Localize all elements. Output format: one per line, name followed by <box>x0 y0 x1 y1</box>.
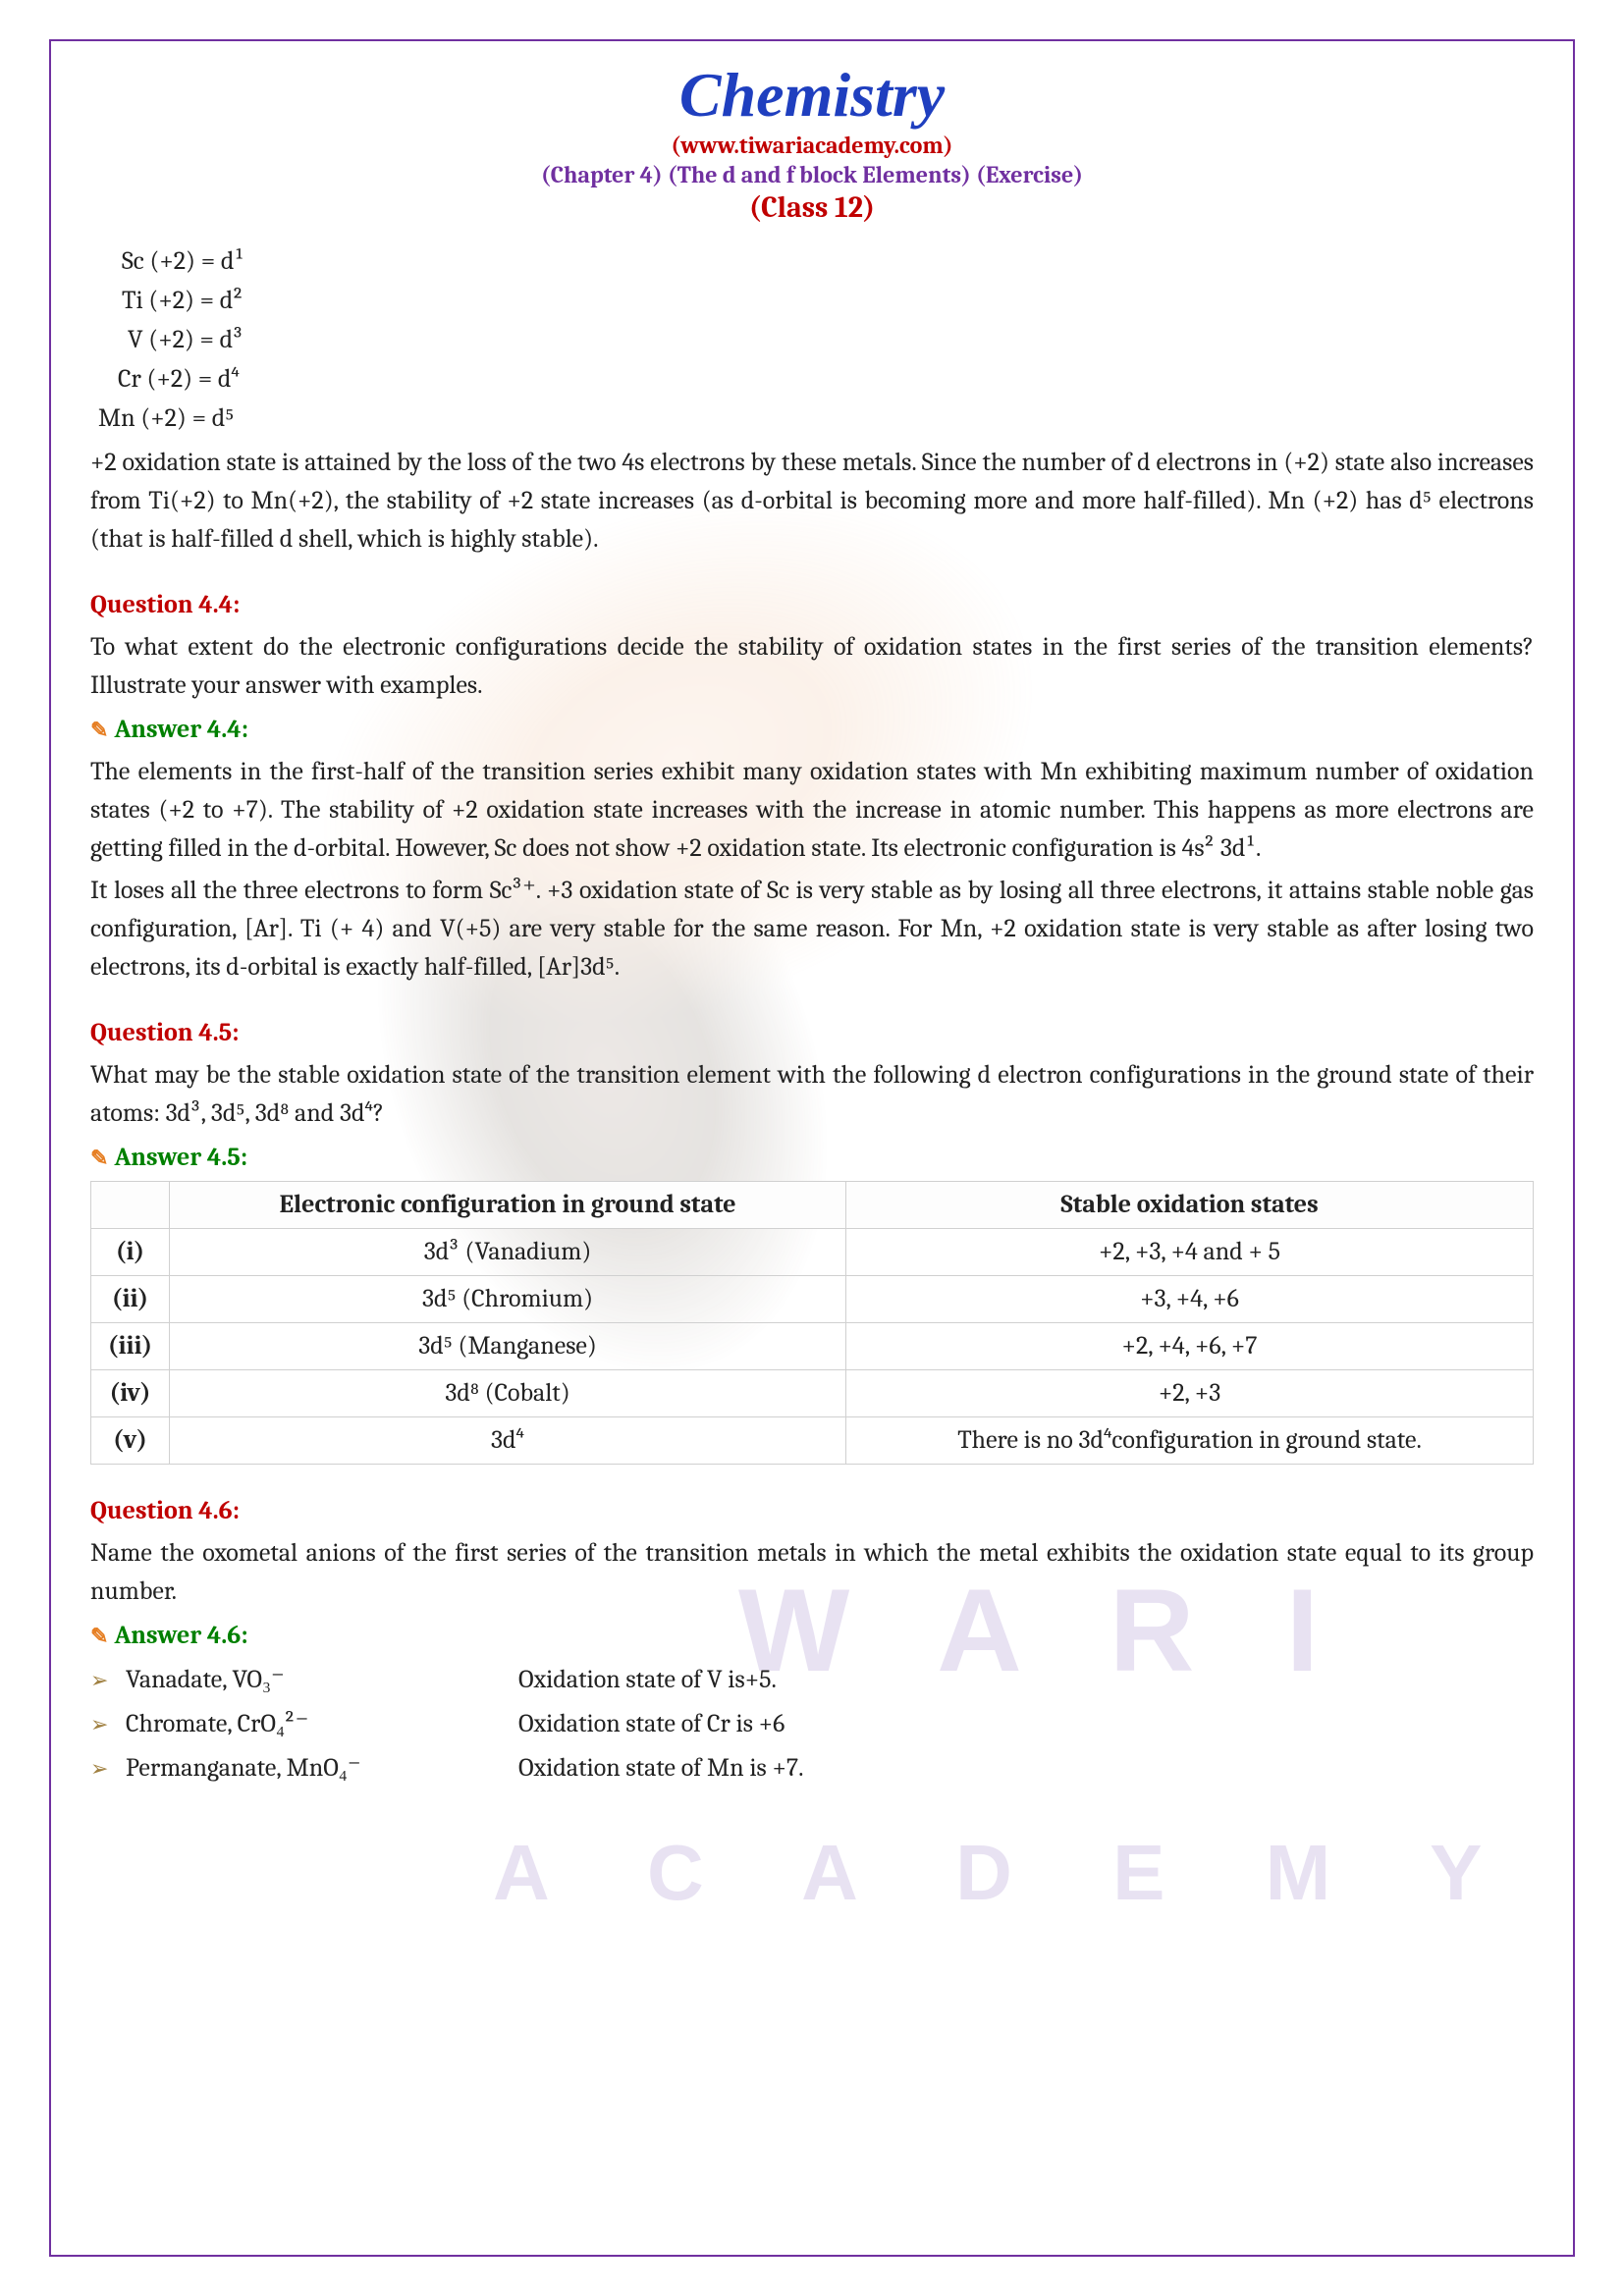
row-number: (iv) <box>91 1370 170 1417</box>
watermark-academy: A C A D E M Y <box>493 1828 1521 1918</box>
answer-4-6-label: Answer 4.6: <box>90 1617 1534 1655</box>
anion-name: Chromate, CrO₄²⁻ <box>126 1705 518 1743</box>
table-row: (iv)3d⁸ (Cobalt)+2, +3 <box>91 1370 1534 1417</box>
bullet-arrow-icon: ➢ <box>90 1665 126 1697</box>
config-row: Cr (+2) = d⁴ <box>118 360 1534 399</box>
table-row: (v)3d⁴There is no 3d⁴configuration in gr… <box>91 1417 1534 1465</box>
row-config: 3d⁵ (Manganese) <box>170 1323 846 1370</box>
row-config: 3d⁸ (Cobalt) <box>170 1370 846 1417</box>
anion-state: Oxidation state of Cr is +6 <box>518 1705 1534 1743</box>
row-states: There is no 3d⁴configuration in ground s… <box>846 1417 1534 1465</box>
question-4-5-text: What may be the stable oxidation state o… <box>90 1056 1534 1133</box>
row-states: +2, +3 <box>846 1370 1534 1417</box>
answer-4-4-label: Answer 4.4: <box>90 711 1534 749</box>
anion-state: Oxidation state of Mn is +7. <box>518 1749 1534 1788</box>
table-header-states: Stable oxidation states <box>846 1182 1534 1229</box>
website-url: (www.tiwariacademy.com) <box>90 132 1534 159</box>
anion-name: Vanadate, VO₃⁻ <box>126 1661 518 1699</box>
answer-4-4-p1: The elements in the first-half of the tr… <box>90 753 1534 868</box>
anion-list: ➢Vanadate, VO₃⁻Oxidation state of V is+5… <box>90 1661 1534 1788</box>
config-row: Sc (+2) = d¹ <box>122 242 1534 281</box>
row-states: +2, +3, +4 and + 5 <box>846 1229 1534 1276</box>
row-states: +3, +4, +6 <box>846 1276 1534 1323</box>
row-number: (ii) <box>91 1276 170 1323</box>
answer-4-4-p2: It loses all the three electrons to form… <box>90 872 1534 987</box>
question-4-6-text: Name the oxometal anions of the first se… <box>90 1534 1534 1611</box>
row-config: 3d⁵ (Chromium) <box>170 1276 846 1323</box>
anion-row: ➢Chromate, CrO₄²⁻Oxidation state of Cr i… <box>90 1705 1534 1743</box>
row-config: 3d⁴ <box>170 1417 846 1465</box>
question-4-4-text: To what extent do the electronic configu… <box>90 628 1534 705</box>
question-4-4-label: Question 4.4: <box>90 586 1534 624</box>
row-number: (i) <box>91 1229 170 1276</box>
anion-name: Permanganate, MnO₄⁻ <box>126 1749 518 1788</box>
table-header-blank <box>91 1182 170 1229</box>
oxidation-state-table: Electronic configuration in ground state… <box>90 1181 1534 1465</box>
intro-paragraph: +2 oxidation state is attained by the lo… <box>90 444 1534 559</box>
question-4-6-label: Question 4.6: <box>90 1492 1534 1530</box>
answer-4-5-label: Answer 4.5: <box>90 1139 1534 1177</box>
table-row: (iii)3d⁵ (Manganese)+2, +4, +6, +7 <box>91 1323 1534 1370</box>
config-row: Ti (+2) = d² <box>122 282 1534 320</box>
bullet-arrow-icon: ➢ <box>90 1753 126 1786</box>
table-header-config: Electronic configuration in ground state <box>170 1182 846 1229</box>
question-4-5-label: Question 4.5: <box>90 1014 1534 1052</box>
config-row: Mn (+2) = d⁵ <box>98 400 1534 438</box>
config-row: V (+2) = d³ <box>128 321 1534 359</box>
chapter-label: (Chapter 4) (The d and f block Elements)… <box>90 161 1534 188</box>
table-row: (ii)3d⁵ (Chromium)+3, +4, +6 <box>91 1276 1534 1323</box>
anion-row: ➢Vanadate, VO₃⁻Oxidation state of V is+5… <box>90 1661 1534 1699</box>
row-number: (iii) <box>91 1323 170 1370</box>
bullet-arrow-icon: ➢ <box>90 1709 126 1741</box>
row-number: (v) <box>91 1417 170 1465</box>
electron-config-list: Sc (+2) = d¹Ti (+2) = d²V (+2) = d³Cr (+… <box>98 242 1534 438</box>
anion-row: ➢Permanganate, MnO₄⁻Oxidation state of M… <box>90 1749 1534 1788</box>
table-row: (i)3d³ (Vanadium)+2, +3, +4 and + 5 <box>91 1229 1534 1276</box>
class-label: (Class 12) <box>90 190 1534 225</box>
row-config: 3d³ (Vanadium) <box>170 1229 846 1276</box>
anion-state: Oxidation state of V is+5. <box>518 1661 1534 1699</box>
row-states: +2, +4, +6, +7 <box>846 1323 1534 1370</box>
page-title: Chemistry <box>90 61 1534 130</box>
